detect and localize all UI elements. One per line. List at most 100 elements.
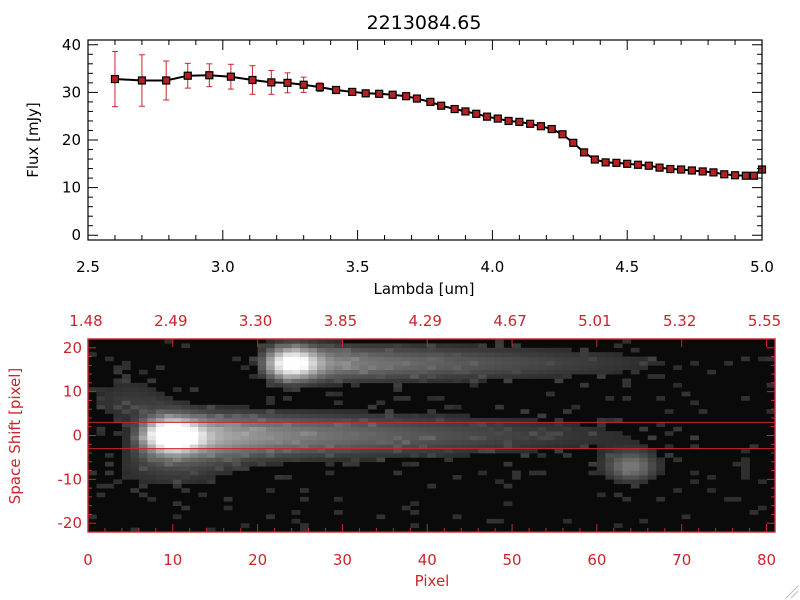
image-cell bbox=[189, 466, 199, 471]
image-cell bbox=[88, 514, 97, 520]
image-cell bbox=[664, 444, 674, 449]
image-cell bbox=[435, 413, 445, 419]
image-cell bbox=[554, 365, 564, 371]
image-cell bbox=[308, 422, 318, 428]
image-cell bbox=[588, 360, 598, 366]
image-cell bbox=[435, 378, 445, 384]
image-cell bbox=[741, 356, 750, 362]
image-top-tick-label: 5.32 bbox=[663, 312, 696, 330]
image-cell bbox=[520, 444, 530, 449]
image-cell bbox=[181, 470, 191, 476]
image-cell bbox=[232, 435, 241, 441]
image-cell bbox=[189, 435, 199, 441]
image-cell bbox=[333, 417, 343, 423]
image-cell bbox=[308, 444, 318, 449]
image-cell bbox=[266, 488, 275, 493]
image-cell bbox=[452, 365, 462, 371]
image-cell bbox=[596, 431, 606, 436]
image-cell bbox=[630, 479, 640, 485]
image-cell bbox=[113, 409, 123, 414]
image-cell bbox=[300, 347, 309, 353]
image-cell bbox=[503, 365, 513, 371]
image-cell bbox=[571, 369, 581, 375]
image-cell bbox=[308, 374, 318, 379]
image-cell bbox=[452, 417, 462, 423]
image-cell bbox=[367, 378, 377, 384]
image-cell bbox=[359, 374, 369, 379]
image-cell bbox=[520, 435, 530, 441]
data-point bbox=[183, 71, 192, 80]
image-cell bbox=[291, 417, 301, 423]
image-cell bbox=[274, 431, 284, 436]
spectrum-xtick-label: 2.5 bbox=[76, 258, 100, 276]
image-cell bbox=[249, 417, 258, 423]
image-cell bbox=[418, 378, 428, 384]
image-cell bbox=[461, 453, 470, 458]
image-cell bbox=[359, 347, 369, 353]
image-cell bbox=[147, 431, 157, 436]
image-cell bbox=[656, 470, 666, 476]
image-cell bbox=[529, 435, 538, 441]
image-cell bbox=[121, 382, 131, 388]
image-cell bbox=[333, 352, 343, 357]
image-cell bbox=[393, 453, 403, 458]
image-cell bbox=[155, 417, 165, 423]
image-cell bbox=[512, 422, 521, 428]
image-cell bbox=[546, 374, 555, 379]
image-cell bbox=[410, 378, 420, 384]
image-cell bbox=[376, 356, 386, 362]
image-cell bbox=[215, 409, 224, 414]
image-cell bbox=[486, 518, 496, 524]
image-cell bbox=[596, 448, 606, 454]
image-cell bbox=[121, 435, 131, 441]
image-cell bbox=[401, 347, 411, 353]
image-cell bbox=[376, 343, 386, 349]
data-point bbox=[515, 117, 524, 127]
image-cell bbox=[138, 369, 148, 375]
image-cell bbox=[435, 356, 445, 362]
image-cell bbox=[384, 360, 394, 366]
image-cell bbox=[121, 396, 131, 401]
image-cell bbox=[350, 426, 360, 432]
image-cell bbox=[130, 466, 140, 471]
image-cell bbox=[96, 391, 106, 397]
image-cell bbox=[333, 496, 343, 502]
data-point bbox=[283, 78, 292, 87]
spectrum-xtick-label: 3.0 bbox=[211, 258, 235, 276]
image-cell bbox=[342, 426, 352, 432]
image-cell bbox=[529, 448, 538, 454]
image-cell bbox=[257, 352, 267, 357]
image-cell bbox=[342, 413, 352, 419]
image-cell bbox=[393, 417, 403, 423]
image-cell bbox=[274, 382, 284, 388]
image-cell bbox=[104, 409, 114, 414]
image-cell bbox=[622, 466, 632, 471]
image-cell bbox=[198, 426, 208, 432]
resize-grip-icon[interactable] bbox=[785, 585, 799, 599]
image-cell bbox=[537, 356, 547, 362]
image-cell bbox=[333, 369, 343, 375]
image-cell bbox=[359, 431, 369, 436]
image-cell bbox=[198, 431, 208, 436]
image-cell bbox=[613, 479, 623, 485]
image-cell bbox=[427, 417, 437, 423]
image-cell bbox=[613, 369, 623, 375]
image-cell bbox=[393, 431, 403, 436]
image-cell bbox=[274, 444, 284, 449]
image-cell bbox=[529, 360, 538, 366]
image-cell bbox=[418, 453, 428, 458]
image-cell bbox=[291, 457, 301, 463]
image-cell bbox=[384, 431, 394, 436]
image-cell bbox=[495, 404, 504, 410]
image-cell bbox=[198, 422, 208, 428]
image-cell bbox=[104, 391, 114, 397]
image-cell bbox=[410, 356, 420, 362]
image-cell bbox=[435, 347, 445, 353]
image-cell bbox=[198, 479, 208, 485]
image-cell bbox=[198, 409, 208, 414]
image-cell bbox=[130, 431, 140, 436]
image-cell bbox=[690, 479, 699, 485]
image-cell bbox=[571, 431, 581, 436]
image-cell bbox=[181, 431, 191, 436]
image-cell bbox=[452, 426, 462, 432]
